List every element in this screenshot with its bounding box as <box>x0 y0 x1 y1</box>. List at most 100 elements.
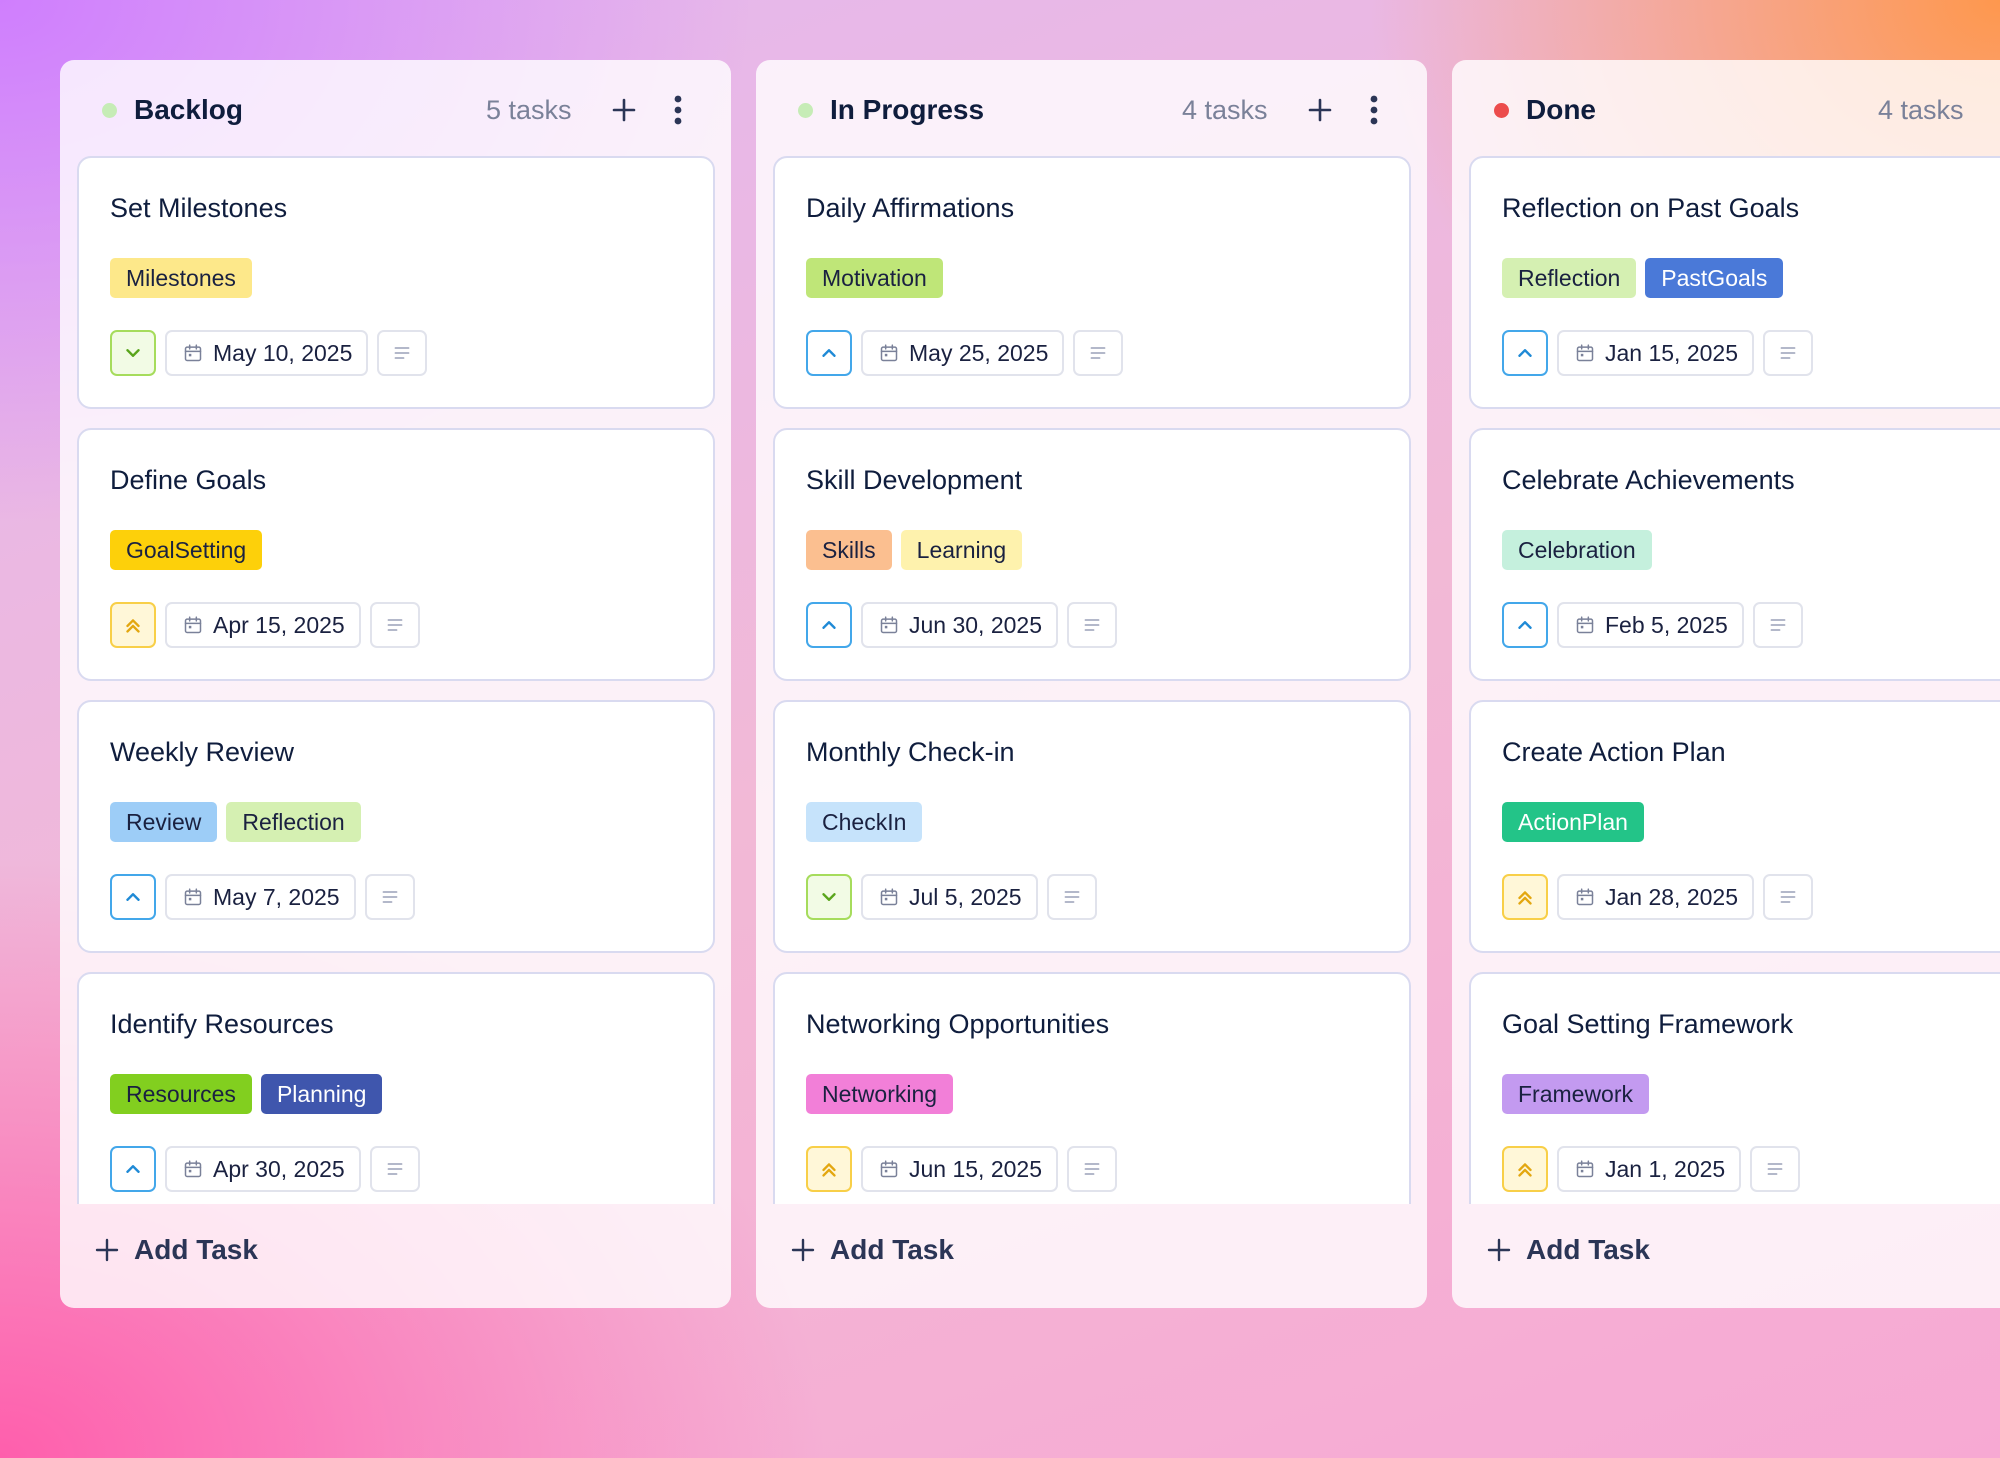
due-date: Jan 1, 2025 <box>1605 1155 1726 1182</box>
due-date: Apr 30, 2025 <box>213 1155 345 1182</box>
notes-button[interactable] <box>1067 602 1118 648</box>
due-date-button[interactable]: Jan 1, 2025 <box>1557 1146 1742 1192</box>
task-card[interactable]: Monthly Check-in CheckIn Jul 5, 2025 <box>773 700 1411 953</box>
due-date-button[interactable]: May 25, 2025 <box>861 330 1065 376</box>
tag-list: Motivation <box>806 258 943 298</box>
notes-button[interactable] <box>369 602 420 648</box>
due-date-button[interactable]: Feb 5, 2025 <box>1557 602 1744 648</box>
task-card[interactable]: Identify Resources Resources Planning Ap… <box>77 972 715 1204</box>
notes-button[interactable] <box>1067 1146 1118 1192</box>
card-list: Reflection on Past Goals Reflection Past… <box>1469 156 2000 1204</box>
notes-icon <box>1084 1163 1100 1175</box>
task-card[interactable]: Set Milestones Milestones May 10, 2025 <box>77 156 715 409</box>
notes-button[interactable] <box>1763 330 1814 376</box>
calendar-icon <box>1576 888 1594 906</box>
notes-button[interactable] <box>1046 874 1097 920</box>
card-title: Create Action Plan <box>1502 737 1726 767</box>
priority-button[interactable] <box>806 1146 852 1192</box>
notes-button[interactable] <box>377 330 428 376</box>
notes-button[interactable] <box>1752 602 1803 648</box>
tag[interactable]: Celebration <box>1502 530 1652 570</box>
due-date-button[interactable]: May 7, 2025 <box>165 874 356 920</box>
tag[interactable]: Learning <box>900 530 1023 570</box>
tag[interactable]: Reflection <box>1502 258 1637 298</box>
add-card-button[interactable] <box>604 90 644 130</box>
add-task-label: Add Task <box>1526 1234 1650 1265</box>
due-date-button[interactable]: Apr 30, 2025 <box>165 1146 361 1192</box>
priority-button[interactable] <box>806 874 852 920</box>
calendar-icon <box>1576 1160 1594 1178</box>
card-meta: May 7, 2025 <box>110 874 415 920</box>
priority-button[interactable] <box>1502 330 1548 376</box>
tag[interactable]: Review <box>110 802 218 842</box>
add-task-button[interactable]: Add Task <box>94 1234 258 1266</box>
due-date-button[interactable]: Jan 15, 2025 <box>1557 330 1755 376</box>
card-meta: Jan 15, 2025 <box>1502 330 1814 376</box>
priority-button[interactable] <box>110 330 156 376</box>
column-menu-button[interactable] <box>658 90 698 130</box>
notes-button[interactable] <box>369 1146 420 1192</box>
column-menu-button[interactable] <box>1354 90 1394 130</box>
tag[interactable]: Reflection <box>226 802 361 842</box>
add-task-button[interactable]: Add Task <box>790 1234 954 1266</box>
task-card[interactable]: Reflection on Past Goals Reflection Past… <box>1469 156 2000 409</box>
notes-button[interactable] <box>1073 330 1124 376</box>
due-date-button[interactable]: Jun 15, 2025 <box>861 1146 1059 1192</box>
tag[interactable]: PastGoals <box>1645 258 1784 298</box>
due-date: Jan 15, 2025 <box>1605 339 1739 366</box>
task-card[interactable]: Goal Setting Framework Framework Jan 1, … <box>1469 972 2000 1204</box>
tag-list: GoalSetting <box>110 530 263 570</box>
column-footer: Add Task <box>60 1204 731 1308</box>
task-count: 4 tasks <box>1878 95 1964 125</box>
task-card[interactable]: Weekly Review Review Reflection May 7, 2… <box>77 700 715 953</box>
task-card[interactable]: Skill Development Skills Learning Jun 30… <box>773 428 1411 681</box>
tag[interactable]: Motivation <box>806 258 943 298</box>
tag[interactable]: CheckIn <box>806 802 923 842</box>
priority-button[interactable] <box>1502 874 1548 920</box>
task-card[interactable]: Celebrate Achievements Celebration Feb 5… <box>1469 428 2000 681</box>
tag[interactable]: ActionPlan <box>1502 802 1644 842</box>
column-header: Done 4 tasks <box>1452 60 2000 156</box>
notes-button[interactable] <box>1763 874 1814 920</box>
due-date-button[interactable]: Jun 30, 2025 <box>861 602 1059 648</box>
double-chevron-up-icon <box>1518 891 1532 905</box>
tag[interactable]: Networking <box>806 1074 954 1114</box>
card-title: Networking Opportunities <box>806 1009 1110 1039</box>
task-card[interactable]: Define Goals GoalSetting Apr 15, 2025 <box>77 428 715 681</box>
plus-icon <box>791 1238 815 1262</box>
due-date: Jan 28, 2025 <box>1605 883 1739 910</box>
card-meta: May 25, 2025 <box>806 330 1124 376</box>
add-card-button[interactable] <box>1996 90 2000 130</box>
card-title: Weekly Review <box>110 737 295 767</box>
plus-icon <box>612 98 636 122</box>
due-date-button[interactable]: May 10, 2025 <box>165 330 369 376</box>
tag[interactable]: GoalSetting <box>110 530 263 570</box>
priority-button[interactable] <box>806 602 852 648</box>
priority-button[interactable] <box>110 602 156 648</box>
plus-icon <box>1996 90 2000 130</box>
tag[interactable]: Skills <box>806 530 892 570</box>
due-date-button[interactable]: Jul 5, 2025 <box>861 874 1038 920</box>
priority-button[interactable] <box>110 874 156 920</box>
tag[interactable]: Milestones <box>110 258 252 298</box>
notes-button[interactable] <box>364 874 415 920</box>
due-date-button[interactable]: Apr 15, 2025 <box>165 602 361 648</box>
tag[interactable]: Framework <box>1502 1074 1650 1114</box>
priority-button[interactable] <box>1502 1146 1548 1192</box>
add-card-button[interactable] <box>1300 90 1340 130</box>
task-card[interactable]: Networking Opportunities Networking Jun … <box>773 972 1411 1204</box>
chevron-up-icon <box>822 621 836 629</box>
task-card[interactable]: Create Action Plan ActionPlan Jan 28, 20… <box>1469 700 2000 953</box>
calendar-icon <box>1576 344 1594 362</box>
tag[interactable]: Planning <box>260 1074 383 1114</box>
notes-button[interactable] <box>1750 1146 1801 1192</box>
card-title: Set Milestones <box>110 193 288 223</box>
due-date-button[interactable]: Jan 28, 2025 <box>1557 874 1755 920</box>
priority-button[interactable] <box>1502 602 1548 648</box>
tag[interactable]: Resources <box>110 1074 252 1114</box>
task-card[interactable]: Daily Affirmations Motivation May 25, 20… <box>773 156 1411 409</box>
add-task-button[interactable]: Add Task <box>1486 1234 1650 1266</box>
priority-button[interactable] <box>110 1146 156 1192</box>
priority-button[interactable] <box>806 330 852 376</box>
tag-list: Framework <box>1502 1074 1650 1114</box>
